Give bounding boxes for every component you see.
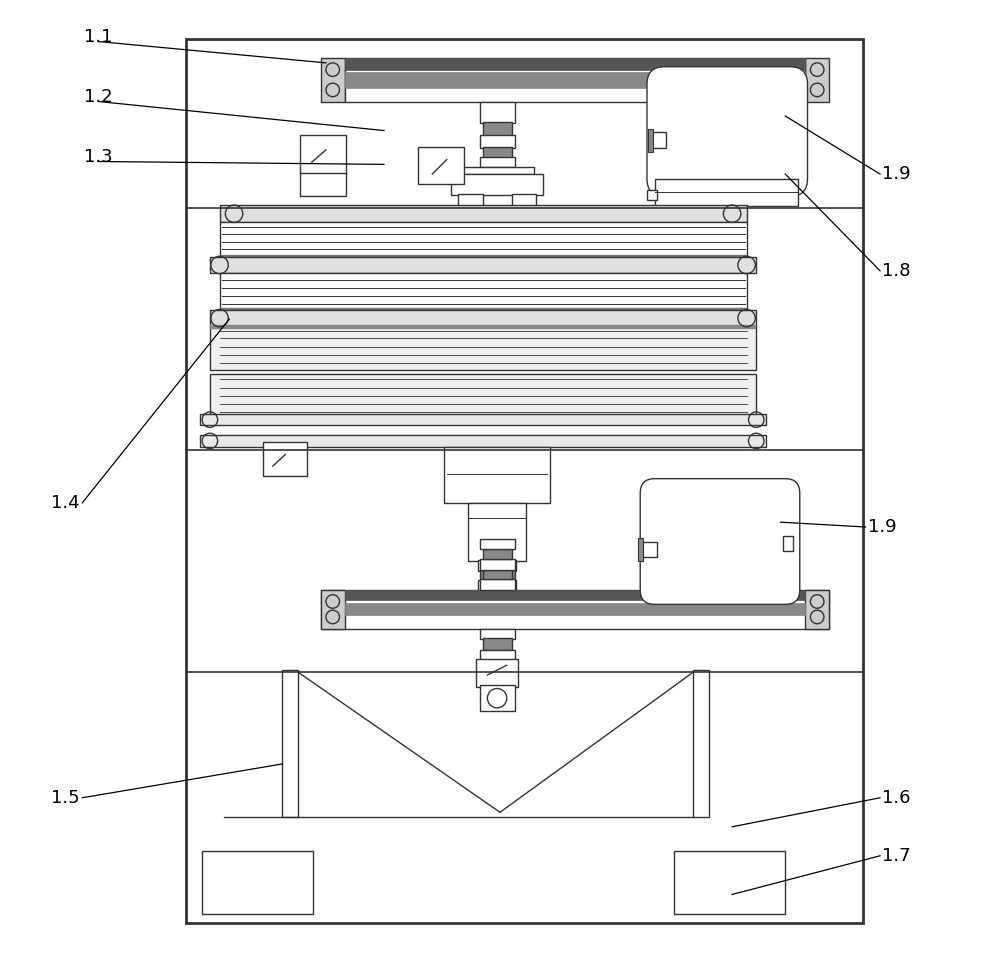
Text: 1.2: 1.2	[84, 88, 113, 105]
Bar	[458, 194, 483, 208]
Bar	[468, 503, 526, 561]
Bar	[483, 570, 512, 579]
Bar	[648, 129, 653, 152]
Bar	[444, 447, 550, 503]
Bar	[451, 174, 543, 195]
Bar	[345, 603, 805, 615]
Text: 1.9: 1.9	[882, 165, 911, 183]
Text: 1.6: 1.6	[882, 789, 911, 806]
Bar	[483, 122, 512, 136]
Bar	[321, 58, 345, 102]
Bar	[220, 205, 747, 222]
Bar	[220, 222, 747, 256]
Text: 1.1: 1.1	[84, 28, 113, 45]
FancyBboxPatch shape	[647, 67, 808, 196]
Bar	[300, 173, 346, 196]
Bar	[805, 58, 829, 102]
Bar	[321, 590, 345, 629]
Text: 1.3: 1.3	[84, 148, 113, 165]
Bar	[200, 414, 766, 425]
Bar	[480, 559, 515, 570]
Bar	[478, 560, 516, 571]
Bar	[647, 190, 657, 200]
Bar	[480, 593, 515, 602]
Bar	[220, 273, 747, 309]
Bar	[651, 132, 666, 148]
Bar	[210, 326, 756, 370]
Bar	[202, 851, 313, 914]
Text: 1.4: 1.4	[51, 494, 79, 512]
Bar	[200, 435, 766, 447]
Bar	[460, 167, 534, 174]
Bar	[345, 73, 805, 88]
Bar	[480, 629, 515, 639]
Bar	[480, 579, 515, 590]
Bar	[480, 570, 515, 581]
Bar	[480, 135, 515, 148]
Bar	[345, 590, 805, 600]
Bar	[483, 147, 512, 158]
Bar	[345, 58, 805, 70]
Bar	[478, 580, 516, 592]
Bar	[480, 157, 515, 167]
Bar	[321, 590, 829, 629]
Bar	[512, 206, 536, 210]
Bar	[483, 638, 512, 650]
Bar	[480, 102, 515, 123]
Bar	[483, 549, 512, 559]
Bar	[186, 39, 863, 923]
Bar	[300, 135, 346, 174]
Bar	[345, 58, 805, 102]
Bar	[210, 374, 756, 419]
Bar	[458, 206, 483, 210]
Bar	[655, 179, 798, 206]
Bar	[805, 590, 829, 629]
Bar	[693, 670, 709, 817]
Bar	[480, 685, 515, 711]
Text: 1.5: 1.5	[51, 789, 79, 806]
Bar	[220, 255, 747, 258]
Text: 1.7: 1.7	[882, 847, 911, 864]
Bar	[210, 325, 756, 329]
Bar	[480, 539, 515, 549]
Bar	[210, 310, 756, 326]
Bar	[512, 194, 536, 208]
Bar	[638, 538, 643, 561]
Bar	[418, 147, 464, 184]
Bar	[641, 542, 657, 557]
Text: 1.9: 1.9	[868, 518, 896, 536]
Bar	[210, 257, 756, 273]
Bar	[476, 659, 518, 687]
Bar	[263, 442, 307, 476]
FancyBboxPatch shape	[640, 479, 800, 604]
Bar	[674, 851, 785, 914]
Bar	[783, 536, 793, 551]
Bar	[282, 670, 298, 817]
Text: 1.8: 1.8	[882, 262, 911, 279]
Bar	[480, 650, 515, 661]
Bar	[478, 601, 516, 612]
Bar	[220, 308, 747, 311]
